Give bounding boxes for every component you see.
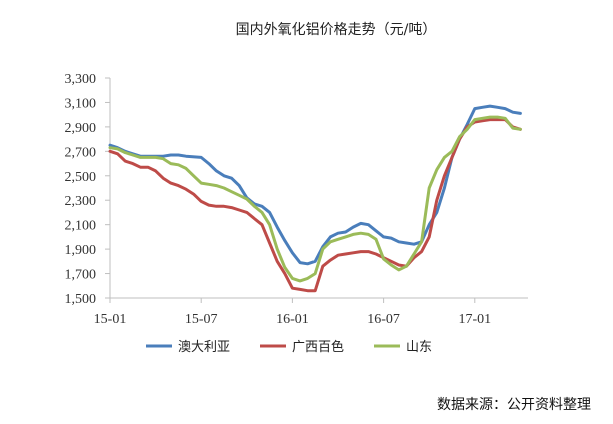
y-tick-label: 3,300 [65, 72, 97, 87]
x-tick-label: 17-01 [458, 312, 491, 327]
legend-label-0: 澳大利亚 [178, 339, 230, 355]
axes: 1,500 1,700 1,900 2,100 2,300 2,500 2,700 2,900… [65, 72, 528, 327]
x-tick-label: 16-01 [276, 312, 309, 327]
y-tick-label: 2,100 [65, 219, 97, 234]
y-tick-label: 2,900 [65, 121, 97, 136]
data-source-note: 数据来源：公开资料整理 [437, 397, 591, 413]
y-tick-label: 2,300 [65, 194, 97, 209]
legend-label-2: 山东 [406, 340, 432, 355]
x-tick-label: 15-07 [185, 312, 218, 327]
series-line-0 [108, 104, 522, 266]
y-tick-label: 1,500 [65, 292, 97, 307]
y-tick-label: 1,900 [65, 243, 97, 258]
y-tick-label: 2,700 [65, 145, 97, 160]
y-tick-label: 1,700 [65, 268, 97, 283]
legend-label-1: 广西百色 [292, 339, 344, 355]
y-tick-label: 2,500 [65, 170, 97, 185]
x-tick-label: 16-07 [367, 312, 400, 327]
y-tick-label: 3,100 [65, 96, 97, 111]
x-tick-label: 15-01 [94, 312, 127, 327]
series-line-2 [108, 115, 522, 283]
series-line-1 [108, 118, 522, 293]
legend: 澳大利亚 广西百色 山东 [146, 339, 432, 355]
series-lines [108, 104, 522, 293]
chart-title: 国内外氧化铝价格走势（元/吨） [236, 22, 437, 38]
